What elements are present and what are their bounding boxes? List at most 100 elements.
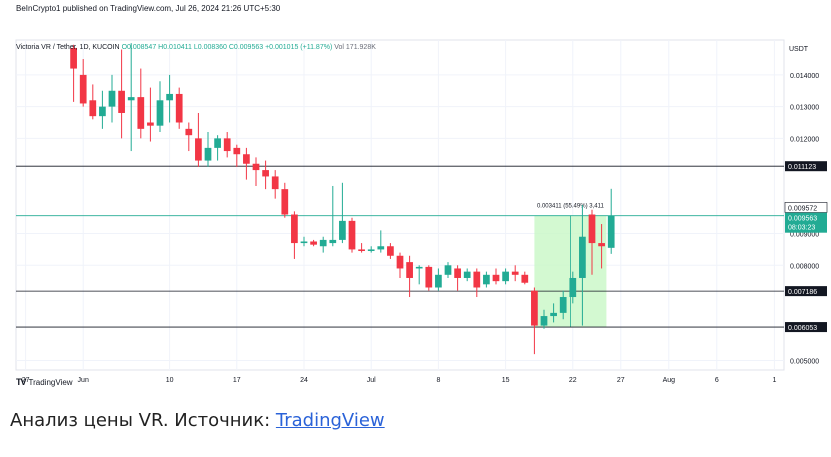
x-tick-label: 17 <box>233 377 241 384</box>
candle-body <box>214 138 221 148</box>
candle-body <box>108 90 116 107</box>
legend-symbol: Victoria VR / Tether, 1D, KUCOIN <box>16 44 120 51</box>
candle-body <box>377 246 385 250</box>
candle-body <box>396 255 404 269</box>
candle-body <box>319 239 327 247</box>
candle-body <box>598 243 605 247</box>
x-tick-label: Jul <box>367 377 376 384</box>
candle-body <box>540 316 548 326</box>
candle-body <box>521 274 529 283</box>
x-tick-label: 27 <box>22 377 30 384</box>
upper-price-tag <box>784 202 828 213</box>
x-tick-label: 24 <box>300 377 308 384</box>
candle-body <box>348 220 356 250</box>
measure-label: 0.003411 (55.49%) 3,411 <box>537 203 604 209</box>
candle-body <box>492 274 500 282</box>
candle-body <box>339 220 346 240</box>
x-tick-label: 1 <box>772 377 776 384</box>
candle-body <box>70 47 77 69</box>
candle-body <box>415 266 423 269</box>
tradingview-logo-icon: TV <box>16 377 26 387</box>
level-price-label: 0.006053 <box>788 325 817 332</box>
caption-source-link[interactable]: TradingView <box>275 410 385 431</box>
candle-body <box>607 215 615 248</box>
current-price-tag <box>785 212 827 233</box>
candle-body <box>204 147 212 161</box>
candle-body <box>559 297 567 313</box>
candle-body <box>329 239 337 244</box>
x-tick-label: Jun <box>78 377 89 384</box>
candle-body <box>195 138 202 161</box>
legend-volume: Vol 171.928K <box>334 44 376 51</box>
figure-caption: Анализ цены VR. Источник: TradingView <box>10 410 385 431</box>
candle-body <box>281 189 289 215</box>
x-tick-label: Aug <box>663 377 676 384</box>
candle-body <box>579 236 586 278</box>
candle-body <box>406 262 413 278</box>
candle-body <box>127 97 135 101</box>
candle-body <box>425 266 433 288</box>
candle-body <box>89 100 97 117</box>
candle-body <box>569 277 577 298</box>
chart-legend: Victoria VR / Tether, 1D, KUCOIN O0.0085… <box>16 44 376 51</box>
y-tick-label: 0.014000 <box>790 73 819 80</box>
candle-body <box>300 241 308 244</box>
candle-body <box>367 249 375 252</box>
candle-body <box>118 90 125 113</box>
candle-body <box>252 163 260 171</box>
countdown-label: 08:03:23 <box>788 225 815 232</box>
caption-text: Анализ цены VR. Источник: <box>10 410 276 431</box>
candle-body <box>137 97 145 129</box>
y-tick-label: 0.013000 <box>790 105 819 112</box>
y-tick-label: 0.009000 <box>790 232 819 239</box>
legend-ohlc: O0.008547 H0.010411 L0.008360 C0.009563 … <box>121 44 333 51</box>
x-tick-label: 8 <box>436 377 440 384</box>
candle-body <box>511 271 519 275</box>
tradingview-logo[interactable]: TV TradingView <box>16 377 73 387</box>
price-chart: 0.014000 0.013000 0.012000 0.009000 0.008000… <box>15 39 828 384</box>
x-tick-label: 10 <box>166 377 174 384</box>
tradingview-logo-text: TradingView <box>28 377 73 387</box>
candle-body <box>550 312 557 317</box>
candle-body <box>79 74 87 104</box>
level-price-label: 0.007186 <box>788 289 817 296</box>
candle-body <box>175 93 183 123</box>
level-price-tag <box>785 161 827 172</box>
level-price-tag <box>785 322 827 333</box>
y-tick-label: 0.005000 <box>790 358 819 365</box>
candle-body <box>223 138 231 152</box>
candle-body <box>310 241 317 245</box>
candle-body <box>463 271 471 278</box>
publisher-line: BeInCrypto1 published on TradingView.com… <box>16 4 281 13</box>
candle-body <box>243 154 250 164</box>
candle-body <box>502 271 509 282</box>
candle-body <box>358 249 365 252</box>
plot-frame <box>15 39 785 371</box>
upper-price-label: 0.009572 <box>788 205 817 212</box>
x-tick-label: 27 <box>617 377 625 384</box>
candle-body <box>531 290 538 326</box>
x-tick-label: 6 <box>715 377 719 384</box>
candle-body <box>473 271 481 288</box>
x-tick-label: 22 <box>569 377 577 384</box>
candle-body <box>435 274 442 288</box>
candle-body <box>156 100 164 126</box>
candle-body <box>99 106 106 117</box>
currency-label: USDT <box>789 46 809 53</box>
candle-body <box>271 176 279 190</box>
candle-body <box>454 268 461 278</box>
x-tick-label: 15 <box>502 377 510 384</box>
level-price-tag <box>785 286 827 297</box>
y-tick-label: 0.008000 <box>790 263 819 270</box>
chart-area: 0.014000 0.013000 0.012000 0.009000 0.008000… <box>15 4 828 387</box>
candle-body <box>166 93 173 101</box>
current-price-label: 0.009563 <box>788 216 817 223</box>
y-tick-label: 0.012000 <box>790 136 819 143</box>
candle-body <box>483 274 490 285</box>
candle-body <box>444 265 452 275</box>
level-price-label: 0.011123 <box>788 164 816 171</box>
candle-body <box>233 147 241 155</box>
candle-body <box>588 214 596 244</box>
candle-body <box>262 170 269 177</box>
candle-body <box>147 122 154 126</box>
